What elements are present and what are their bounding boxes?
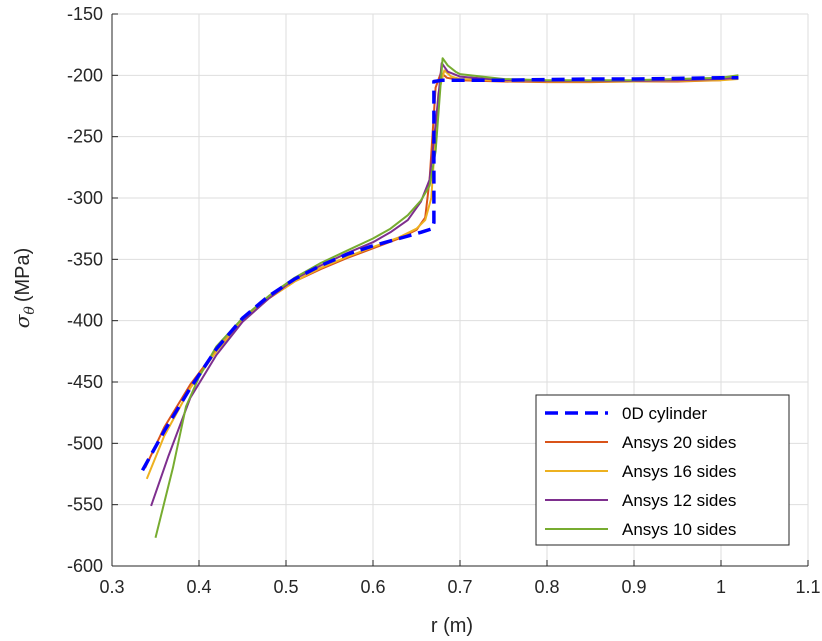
y-tick-label: -150 [67, 4, 103, 24]
x-tick-label: 0.9 [621, 577, 646, 597]
svg-text:σθ(MPa): σθ (MPa) [10, 248, 38, 329]
series-layer [140, 57, 739, 539]
x-tick-label: 1 [716, 577, 726, 597]
y-tick-label: -500 [67, 433, 103, 453]
y-axis-label-symbol: σ [10, 313, 34, 328]
x-tick-label: 0.5 [273, 577, 298, 597]
legend: 0D cylinder Ansys 20 sides Ansys 16 sides A… [535, 394, 790, 546]
legend-label: 0D cylinder [622, 404, 707, 423]
y-tick-label: -400 [67, 311, 103, 331]
x-tick-label: 0.8 [534, 577, 559, 597]
series-line-0d-cylinder [140, 76, 739, 472]
legend-label: Ansys 20 sides [622, 433, 736, 452]
y-tick-label: -550 [67, 495, 103, 515]
y-tick-label: -350 [67, 249, 103, 269]
legend-label: Ansys 16 sides [622, 462, 736, 481]
axes [111, 13, 809, 567]
y-tick-label: -450 [67, 372, 103, 392]
legend-label: Ansys 12 sides [622, 491, 736, 510]
x-axis-label: r (m) [431, 615, 473, 637]
x-tick-label: 0.3 [99, 577, 124, 597]
y-axis-label: σθ (MPa) [10, 248, 38, 329]
x-tick-label: 0.7 [447, 577, 472, 597]
y-axis-label-subscript: θ [22, 306, 38, 315]
x-tick-label: 0.4 [186, 577, 211, 597]
y-tick-label: -250 [67, 127, 103, 147]
x-tick-label: 0.6 [360, 577, 385, 597]
y-tick-label: -200 [67, 65, 103, 85]
tick-labels: 0.3 0.4 0.5 0.6 0.7 0.8 0.9 1 1.1 -150 -200 -250 -30… [67, 4, 821, 597]
y-axis-label-units: (MPa) [12, 248, 34, 302]
y-tick-label: -300 [67, 188, 103, 208]
legend-label: Ansys 10 sides [622, 520, 736, 539]
y-tick-label: -600 [67, 556, 103, 576]
x-tick-label: 1.1 [795, 577, 820, 597]
